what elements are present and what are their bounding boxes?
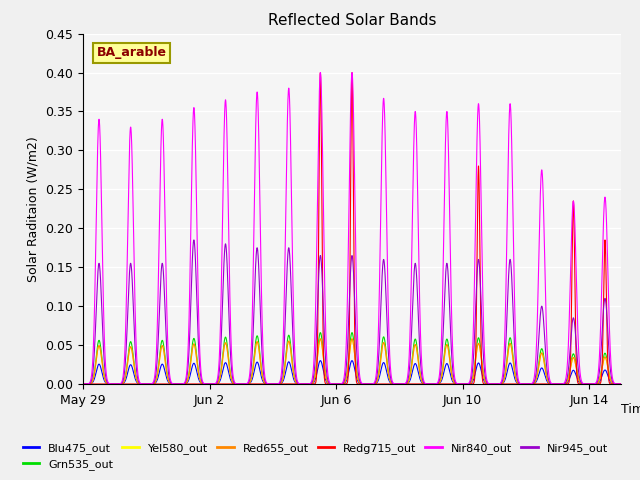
Yel580_out [586,381,593,387]
Red655_out [317,336,324,342]
Text: Time: Time [621,403,640,416]
Redg715_out [522,381,530,387]
Yel580_out [541,366,549,372]
Redg715_out [275,381,283,387]
Nir840_out [275,381,283,386]
Line: Red655_out: Red655_out [83,339,621,384]
Nir840_out [465,380,473,386]
Nir840_out [330,381,337,387]
Line: Blu475_out: Blu475_out [83,360,621,384]
Grn535_out [465,381,473,387]
Red655_out [275,381,283,387]
Nir840_out [522,381,530,387]
Line: Yel580_out: Yel580_out [83,339,621,384]
Grn535_out [617,381,625,387]
Redg715_out [317,70,324,75]
Blu475_out [586,381,593,387]
Nir945_out [586,381,593,387]
Blu475_out [330,381,337,387]
Blu475_out [79,381,87,387]
Blu475_out [617,381,625,387]
Yel580_out [275,381,283,387]
Red655_out [79,381,87,387]
Blu475_out [465,381,473,387]
Yel580_out [79,381,87,387]
Grn535_out [275,381,283,387]
Redg715_out [79,381,87,387]
Nir945_out [465,381,473,386]
Red655_out [617,381,625,387]
Red655_out [586,381,593,387]
Nir945_out [541,344,549,350]
Text: BA_arable: BA_arable [97,47,166,60]
Nir945_out [309,376,317,382]
Nir840_out [586,381,593,387]
Red655_out [541,366,549,372]
Nir840_out [617,381,625,387]
Red655_out [309,380,317,385]
Redg715_out [541,381,549,387]
Grn535_out [309,379,317,385]
Grn535_out [330,381,337,387]
Yel580_out [309,380,317,385]
Blu475_out [522,381,530,387]
Nir945_out [275,381,283,386]
Grn535_out [586,381,593,387]
Nir840_out [309,370,317,376]
Line: Nir945_out: Nir945_out [83,240,621,384]
Red655_out [330,381,337,387]
Yel580_out [465,381,473,387]
Nir945_out [617,381,625,387]
Nir840_out [317,70,324,75]
Blu475_out [275,381,283,387]
Grn535_out [522,381,530,387]
Redg715_out [465,381,473,387]
Title: Reflected Solar Bands: Reflected Solar Bands [268,13,436,28]
Yel580_out [330,381,337,387]
Blu475_out [317,358,324,363]
Redg715_out [309,381,317,387]
Yel580_out [317,336,324,342]
Line: Nir840_out: Nir840_out [83,72,621,384]
Blu475_out [541,373,549,379]
Nir945_out [330,381,337,387]
Grn535_out [317,330,324,336]
Yel580_out [617,381,625,387]
Y-axis label: Solar Raditaion (W/m2): Solar Raditaion (W/m2) [27,136,40,282]
Line: Grn535_out: Grn535_out [83,333,621,384]
Grn535_out [541,364,549,370]
Nir840_out [541,279,549,285]
Nir945_out [190,237,198,243]
Grn535_out [79,381,87,387]
Blu475_out [309,380,317,386]
Redg715_out [330,381,337,387]
Yel580_out [522,381,530,387]
Red655_out [465,381,473,387]
Legend: Blu475_out, Grn535_out, Yel580_out, Red655_out, Redg715_out, Nir840_out, Nir945_: Blu475_out, Grn535_out, Yel580_out, Red6… [19,438,612,474]
Line: Redg715_out: Redg715_out [83,72,621,384]
Redg715_out [617,381,625,387]
Nir840_out [79,381,87,387]
Nir945_out [79,381,87,387]
Red655_out [522,381,530,387]
Nir945_out [522,381,530,387]
